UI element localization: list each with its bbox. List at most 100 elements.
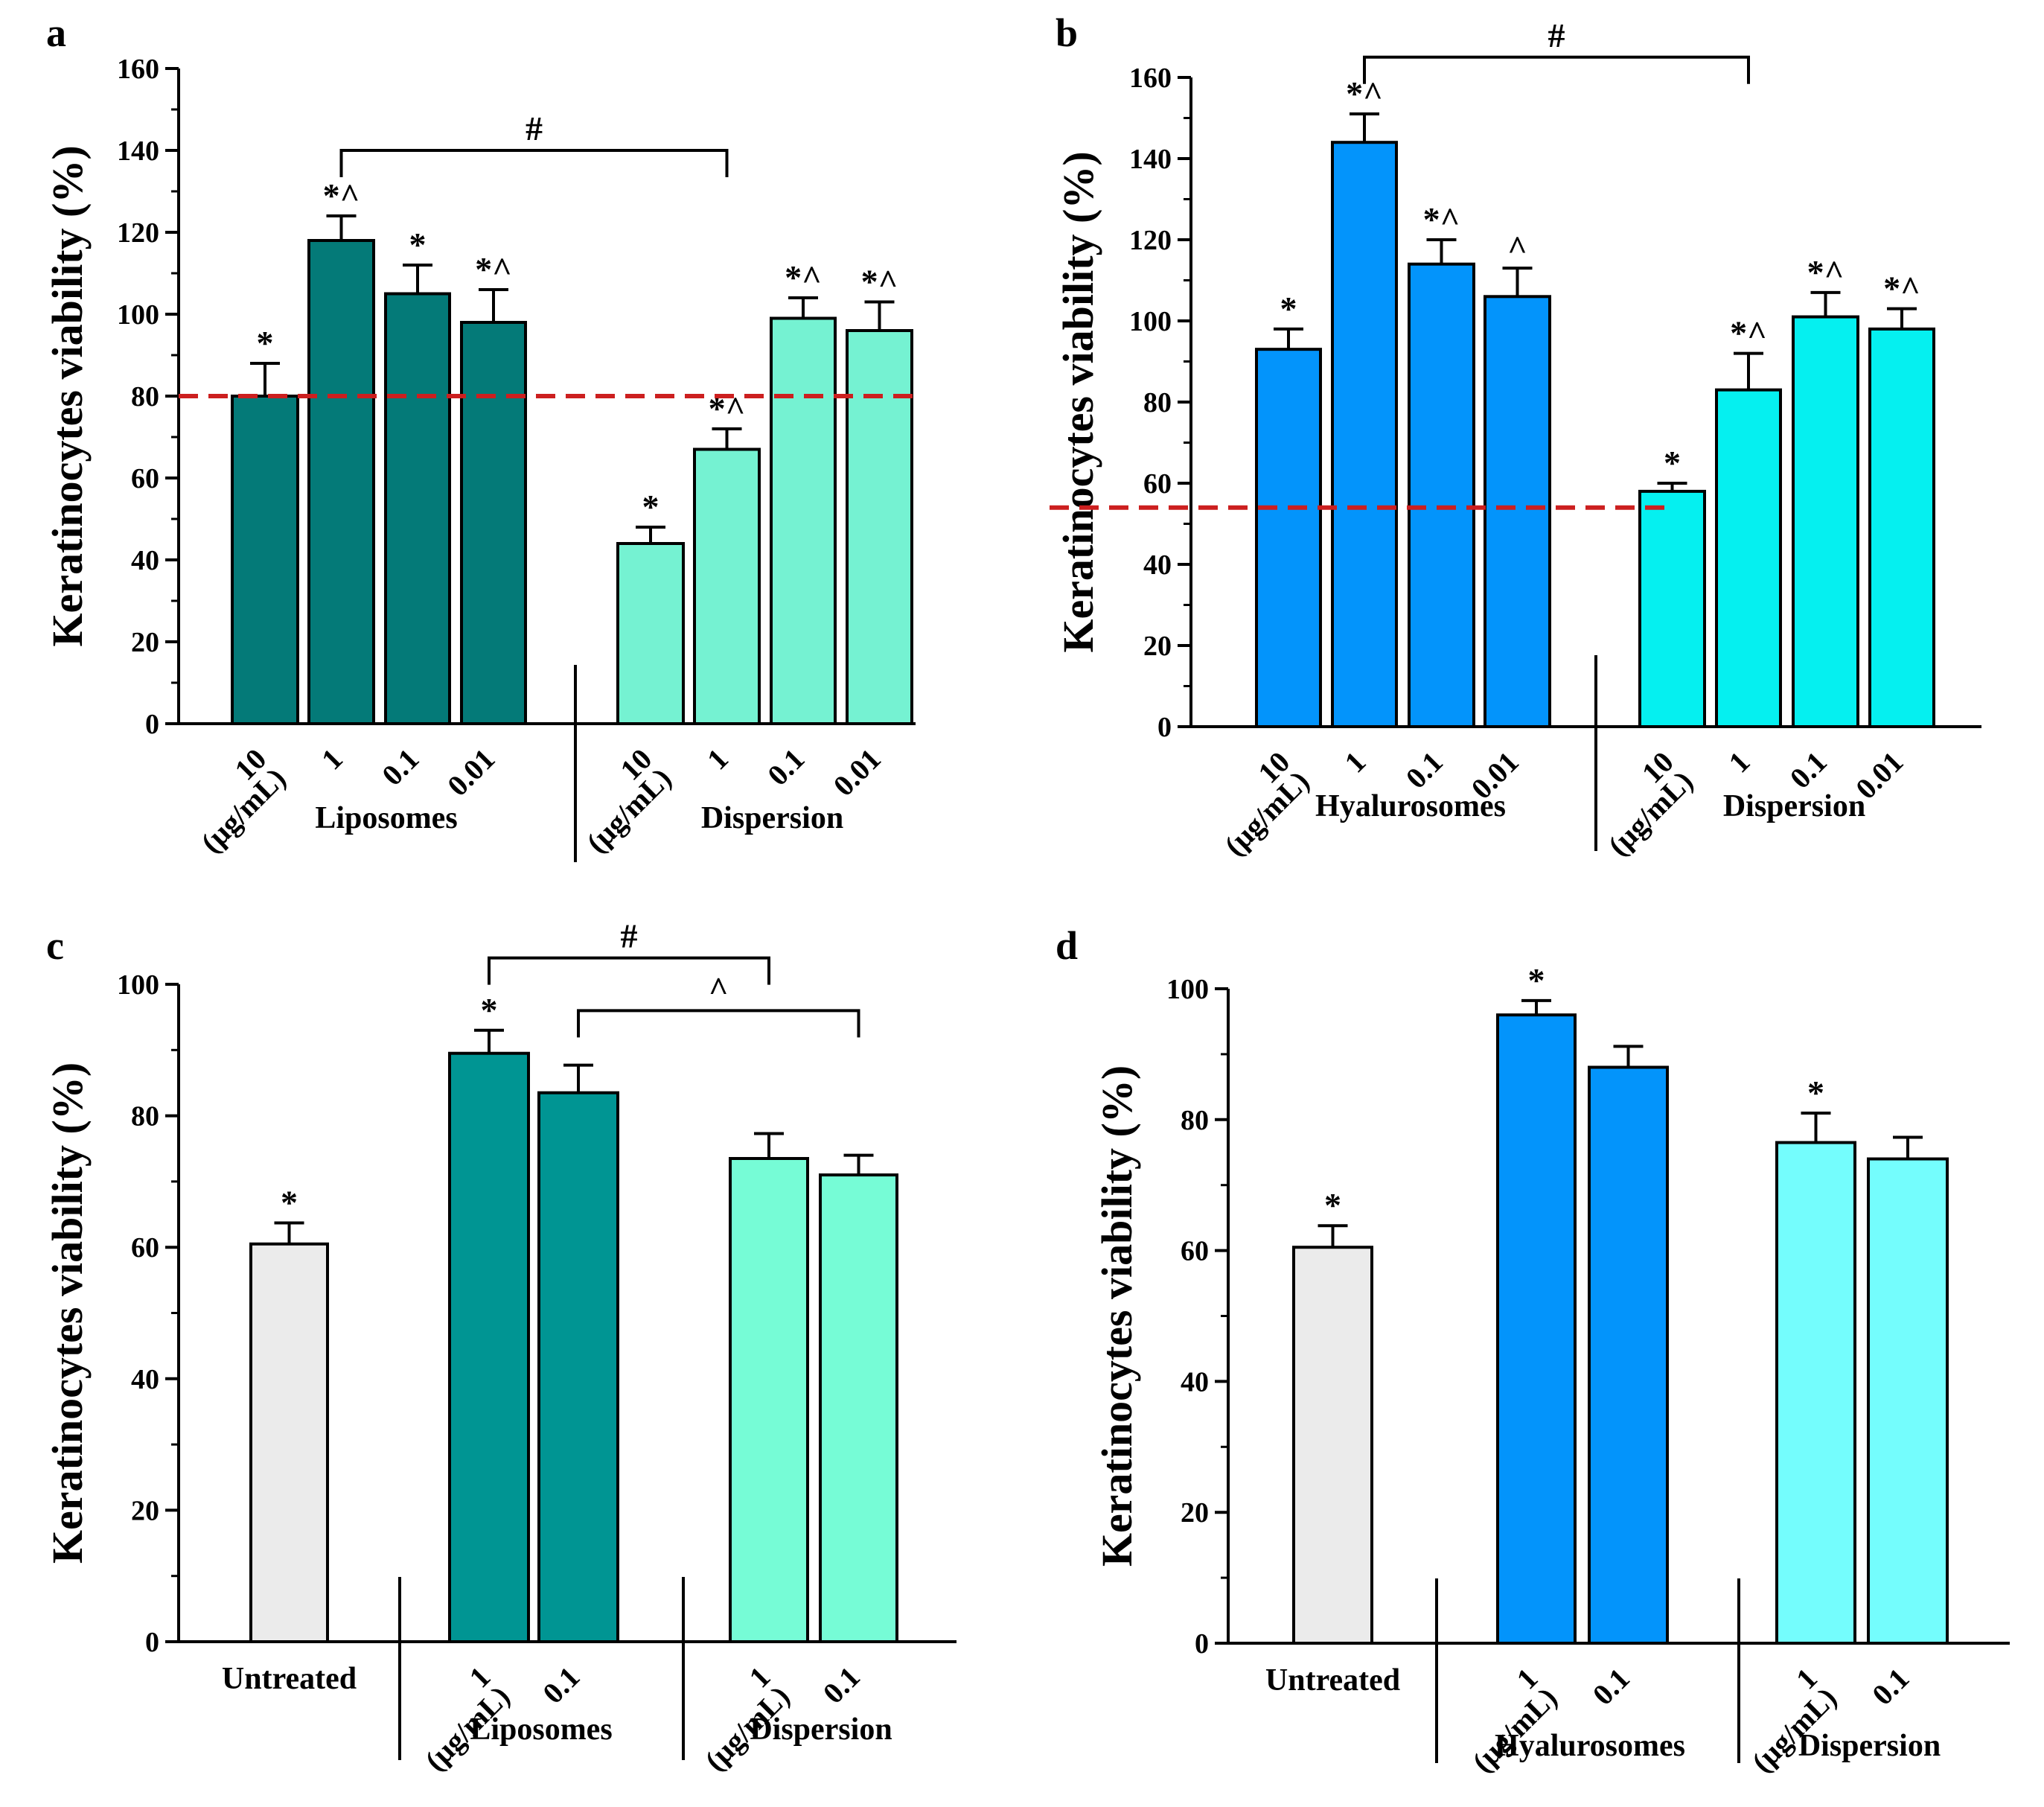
group-label: Dispersion <box>750 1712 892 1747</box>
bar <box>384 292 451 725</box>
y-tick-label: 160 <box>117 54 159 85</box>
y-tick-label: 120 <box>1129 225 1172 256</box>
significance-mark: *^ <box>1807 253 1845 291</box>
y-tick-label: 140 <box>117 136 159 167</box>
y-axis-label: Keratinocytes viability (%) <box>43 1062 92 1564</box>
category-label: 0.1 <box>1865 1662 1915 1712</box>
panel-c: c Keratinocytes viability (%) 0 20 40 60 80 100… <box>43 917 956 1777</box>
bar <box>1496 1013 1577 1645</box>
bar <box>460 321 527 725</box>
group-label: Untreated <box>1265 1663 1400 1698</box>
bar <box>1408 262 1475 728</box>
significance-mark: * <box>409 226 427 264</box>
category-label: 0.1 <box>1783 745 1833 795</box>
y-tick-label: 40 <box>131 545 159 576</box>
category-label: 0.1 <box>817 1660 866 1710</box>
y-tick-label: 100 <box>1129 306 1172 337</box>
significance-bracket <box>1363 55 1750 84</box>
significance-mark: * <box>281 1184 298 1222</box>
y-tick-label: 80 <box>1143 387 1172 418</box>
bar <box>846 329 913 725</box>
panel-letter-a: a <box>46 10 66 55</box>
y-tick-label: 20 <box>1143 631 1172 662</box>
y-tick-label: 60 <box>131 1232 159 1263</box>
group-label: Liposomes <box>315 801 457 835</box>
y-tick-label: 120 <box>117 217 159 249</box>
bar <box>729 1156 809 1643</box>
y-tick-label: 80 <box>1181 1105 1209 1136</box>
bar <box>1775 1141 1856 1645</box>
significance-mark: * <box>1280 290 1297 328</box>
y-tick-label: 20 <box>1181 1497 1209 1529</box>
panel-b: b Keratinocytes viability (%) 0 20 40 60 80 100… <box>1050 10 1981 862</box>
significance-mark: *^ <box>861 263 898 301</box>
bar <box>1868 327 1935 728</box>
bar <box>819 1173 898 1643</box>
panel-letter-c: c <box>46 923 64 968</box>
significance-mark: * <box>1807 1074 1824 1112</box>
group-label: Dispersion <box>1723 789 1865 823</box>
category-label: 0.1 <box>1399 745 1449 795</box>
y-tick-label: 0 <box>145 709 159 740</box>
group-label: Dispersion <box>701 801 843 835</box>
significance-mark: * <box>1664 444 1681 482</box>
significance-mark: *^ <box>475 250 512 288</box>
bar <box>1484 295 1551 728</box>
y-tick-label: 20 <box>131 627 159 658</box>
y-tick-label: 20 <box>131 1495 159 1526</box>
bracket-label: # <box>526 109 543 147</box>
group-label: Dispersion <box>1798 1729 1941 1763</box>
bar <box>307 239 375 725</box>
bar <box>537 1091 619 1643</box>
panel-a: a Keratinocytes viability (%) 0 20 40 60 80 100… <box>43 10 916 862</box>
y-axis-label: Keratinocytes viability (%) <box>1054 151 1102 652</box>
panel-letter-b: b <box>1055 10 1078 55</box>
category-label: 1 <box>1338 745 1372 780</box>
bar <box>1867 1157 1949 1645</box>
category-label: 1 <box>1722 745 1756 780</box>
significance-mark: * <box>1528 961 1545 999</box>
bracket-label: # <box>621 917 638 955</box>
bar <box>616 542 685 725</box>
bracket-label: # <box>1548 16 1565 54</box>
bar <box>1255 348 1322 728</box>
category-label: 1 <box>315 742 349 777</box>
significance-mark: *^ <box>1730 314 1767 352</box>
category-label: 1 <box>700 742 735 777</box>
category-label: 0.1 <box>1586 1662 1636 1712</box>
y-tick-label: 140 <box>1129 144 1172 175</box>
y-tick-label: 40 <box>131 1364 159 1395</box>
y-axis-label: Keratinocytes viability (%) <box>1093 1065 1141 1567</box>
bar <box>1638 489 1706 729</box>
bar <box>1588 1065 1669 1645</box>
group-label: Liposomes <box>470 1712 612 1747</box>
significance-mark: *^ <box>1423 200 1460 238</box>
y-tick-label: 0 <box>1195 1628 1209 1660</box>
y-tick-label: 0 <box>1157 712 1172 743</box>
significance-bracket <box>488 956 770 985</box>
significance-bracket <box>577 1009 860 1038</box>
bar <box>249 1242 329 1644</box>
category-label: 0.1 <box>375 742 425 792</box>
bar <box>693 447 761 725</box>
y-tick-label: 160 <box>1129 63 1172 94</box>
bar <box>1292 1246 1373 1645</box>
significance-mark: *^ <box>323 176 360 214</box>
significance-mark: *^ <box>785 258 822 296</box>
panel-letter-d: d <box>1055 923 1078 968</box>
bar <box>448 1051 530 1643</box>
y-tick-label: 40 <box>1143 549 1172 581</box>
category-label: 0.1 <box>761 742 811 792</box>
group-label: Hyalurosomes <box>1495 1729 1685 1763</box>
y-tick-label: 0 <box>145 1627 159 1658</box>
panel-d: d Keratinocytes viability (%) 0 20 40 60 80 100… <box>1055 923 2010 1779</box>
significance-mark: * <box>481 991 498 1029</box>
group-label: Untreated <box>222 1662 357 1696</box>
y-tick-label: 60 <box>131 463 159 494</box>
significance-mark: * <box>642 488 659 526</box>
bar <box>770 316 837 725</box>
y-tick-label: 60 <box>1181 1236 1209 1267</box>
significance-mark: *^ <box>1883 270 1920 307</box>
category-label: 0.01 <box>827 742 887 803</box>
